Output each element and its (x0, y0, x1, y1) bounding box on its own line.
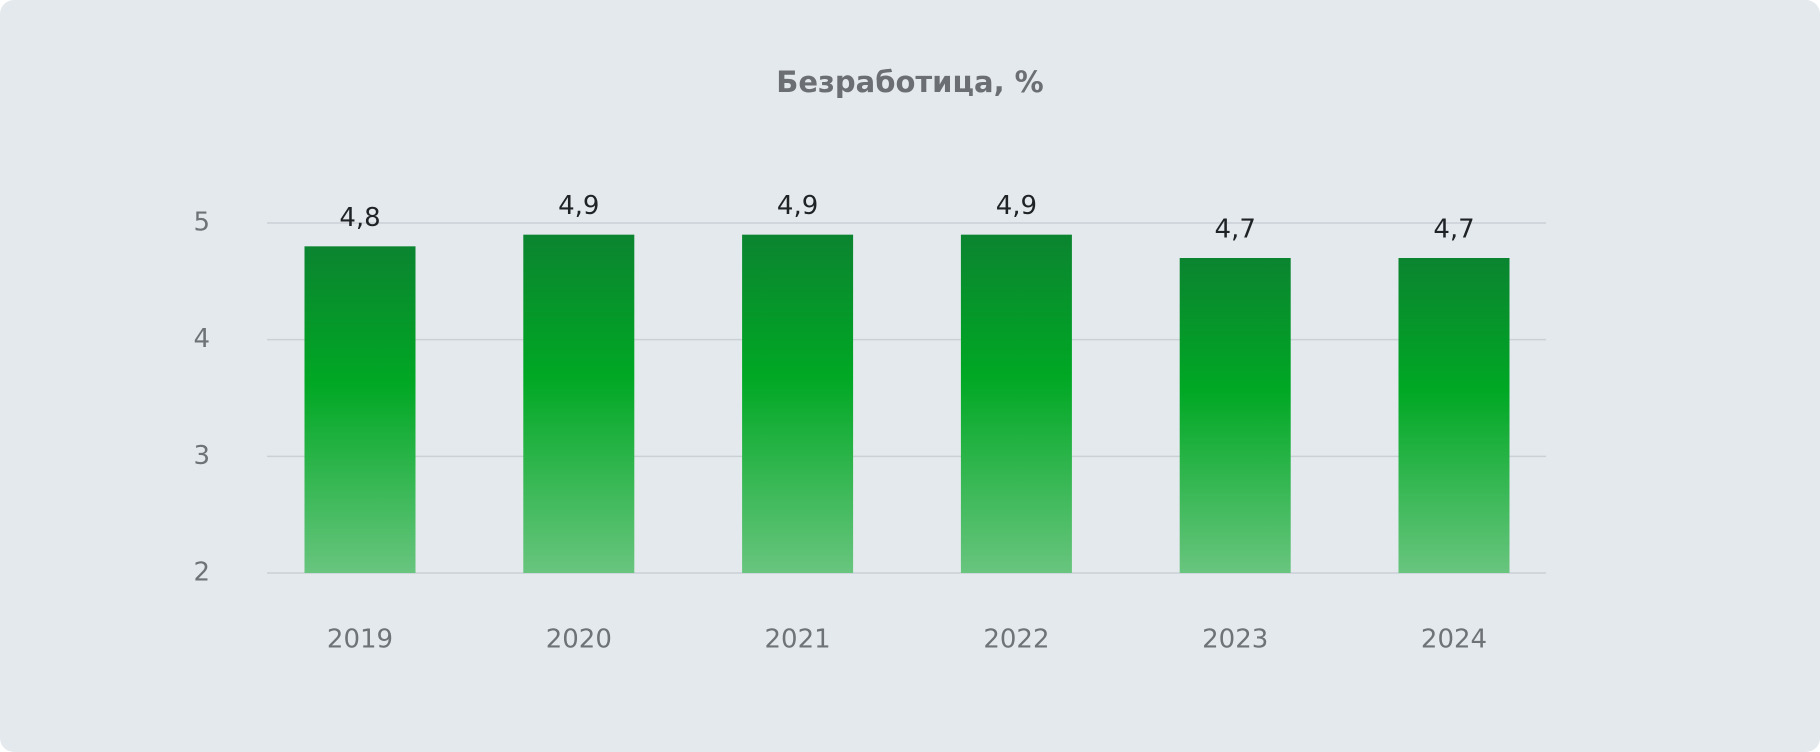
bar (742, 234, 854, 573)
x-tick-label: 2020 (546, 625, 612, 655)
y-tick-label: 2 (193, 558, 210, 588)
x-tick-label: 2022 (983, 625, 1049, 655)
value-label: 4,9 (558, 191, 599, 221)
value-label: 4,9 (777, 191, 818, 221)
bar (1179, 258, 1291, 573)
value-label: 4,9 (996, 191, 1037, 221)
chart-title: Безработица, % (776, 65, 1044, 99)
value-label: 4,7 (1215, 215, 1256, 245)
y-tick-label: 5 (193, 208, 210, 238)
x-tick-label: 2019 (327, 625, 393, 655)
x-tick-label: 2024 (1421, 625, 1487, 655)
bar (1398, 258, 1510, 573)
x-tick-label: 2021 (765, 625, 831, 655)
x-tick-label: 2023 (1202, 625, 1268, 655)
bar (304, 246, 416, 574)
y-tick-label: 3 (193, 441, 210, 471)
y-tick-label: 4 (193, 324, 210, 354)
value-label: 4,7 (1433, 215, 1474, 245)
bar (960, 234, 1072, 573)
bar (523, 234, 635, 573)
value-label: 4,8 (339, 203, 380, 233)
